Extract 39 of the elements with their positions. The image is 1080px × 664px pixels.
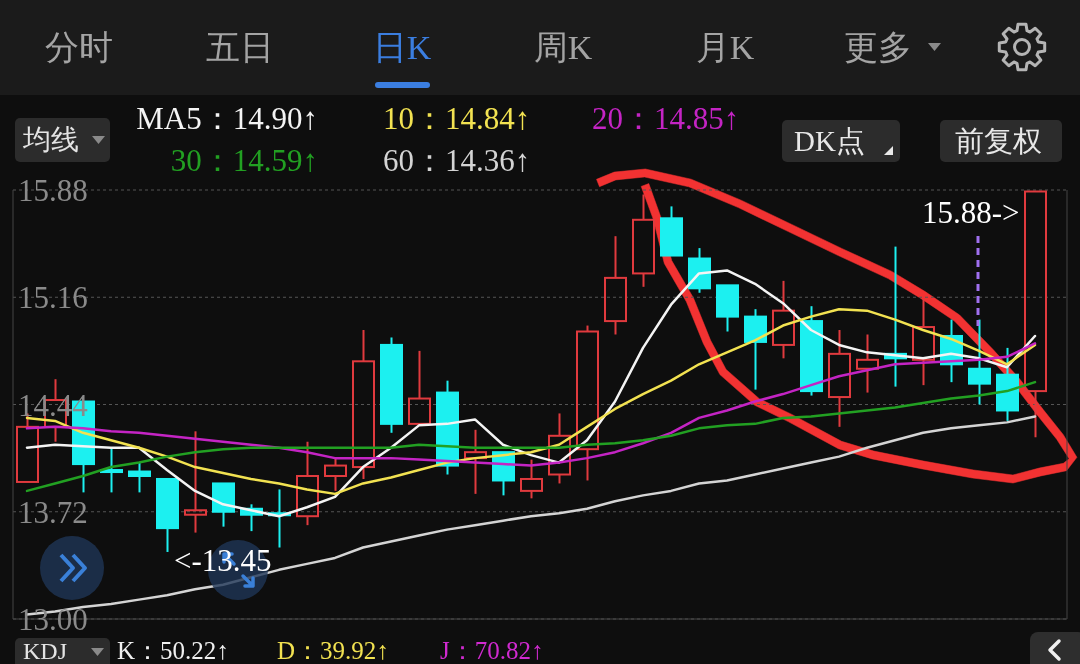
y-tick-label: 13.72 [18,494,88,530]
candlestick [184,430,207,534]
toggle-button: 前复权 [940,120,1062,162]
candlestick [100,446,123,494]
text: D：39.92↑ [277,637,389,664]
candlestick [408,349,431,425]
dropdown-button: 均线 [15,118,110,162]
text: J：70.82↑ [440,637,544,664]
candlestick [352,329,375,480]
dropdown-button: KDJ [15,638,110,664]
annotation: 15.88-> [921,195,1020,230]
candlestick [716,284,739,333]
toggle-button: DK点 [782,120,900,162]
candlestick [856,333,879,394]
text: 分时 [45,29,113,66]
candlestick [828,329,851,428]
text: 30：14.59↑ [170,142,318,180]
text: 更多 [844,29,912,66]
text: 60：14.36↑ [383,142,531,180]
text: 五日 [206,29,274,66]
text: 20：14.85↑ [592,100,740,138]
candlestick [632,193,655,288]
candlestick [212,482,235,528]
y-tick-label: 13.00 [18,602,88,638]
text: 10：14.84↑ [383,100,531,138]
candlestick [464,428,487,495]
candlestick [660,205,683,257]
text: 周K [533,29,593,66]
candlestick [1024,190,1047,439]
candlestick [744,308,767,391]
y-tick-label: 15.16 [18,280,88,316]
candlestick [912,297,935,387]
y-tick-label: 15.88 [18,173,88,209]
annotation: <-13.45 [174,542,272,578]
text: 日K [372,29,432,66]
text: MA5：14.90↑ [136,100,318,138]
text: K：50.22↑ [117,637,229,664]
candlestick [996,346,1019,422]
text: 月K [695,29,755,66]
